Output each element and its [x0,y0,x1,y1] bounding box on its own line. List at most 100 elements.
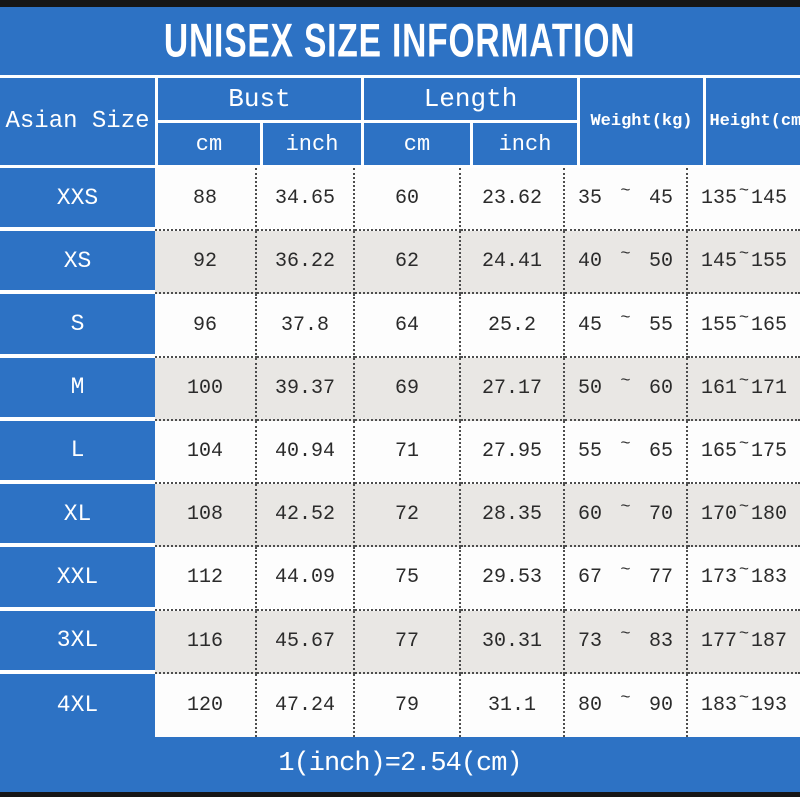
height-min: 183 [701,693,738,717]
size-label-cell: 4XL [0,673,155,737]
tilde-icon: ~ [620,434,631,454]
bust-cm-cell: 108 [155,484,257,548]
weight-max: 60 [648,376,673,400]
tilde-icon: ~ [620,624,631,644]
height-max: 193 [750,693,787,717]
weight-range-cell: 80 ~90 [565,673,688,737]
size-label-cell: XS [0,231,155,295]
height-range-cell: 183 ~193 [688,673,800,737]
weight-max: 70 [648,503,673,527]
size-label-cell: XXL [0,547,155,611]
tilde-icon: ~ [620,561,631,581]
tilde-icon: ~ [738,371,750,391]
footer-band: 1(inch)=2.54(cm) [0,736,800,792]
header-divider [0,75,800,78]
table-row: L 104 40.94 71 27.95 55 ~65 165 ~175 [0,420,800,485]
height-range-cell: 145 ~155 [688,231,800,295]
length-inch-cell: 30.31 [461,610,565,674]
length-cm-cell: 79 [355,673,461,737]
height-range-cell: 177 ~187 [688,610,800,674]
height-max: 155 [750,250,787,274]
weight-range-cell: 35 ~45 [565,168,688,232]
size-label-cell: L [0,420,155,485]
table-row: XL 108 42.52 72 28.35 60 ~70 170 ~180 [0,484,800,548]
height-range-cell: 161 ~171 [688,357,800,421]
tilde-icon: ~ [738,561,750,581]
height-min: 145 [701,250,738,274]
bust-cm-cell: 100 [155,357,257,421]
bottom-frame-bar [0,791,800,797]
weight-min: 80 [578,693,603,717]
table-row: XS 92 36.22 62 24.41 40 ~50 145 ~155 [0,231,800,295]
weight-range-cell: 73 ~83 [565,610,688,674]
bust-inch-cell: 47.24 [257,673,355,737]
tilde-icon: ~ [738,498,750,518]
header-bust-cm: cm [158,123,260,165]
length-cm-cell: 77 [355,610,461,674]
size-label-cell: 3XL [0,610,155,674]
size-label-cell: M [0,357,155,421]
length-inch-cell: 25.2 [461,294,565,358]
header-length-cm: cm [364,123,470,165]
height-max: 171 [750,376,787,400]
height-min: 161 [701,376,738,400]
bust-cm-cell: 120 [155,673,257,737]
length-inch-cell: 27.17 [461,357,565,421]
bust-inch-cell: 34.65 [257,168,355,232]
bust-inch-cell: 39.37 [257,357,355,421]
length-cm-cell: 62 [355,231,461,295]
size-label-cell: S [0,294,155,358]
weight-min: 55 [578,439,603,463]
weight-max: 50 [648,250,673,274]
header-bust-inch: inch [263,123,361,165]
height-min: 155 [701,313,738,337]
weight-min: 35 [578,187,603,211]
height-min: 173 [701,566,738,590]
height-max: 187 [750,629,787,653]
weight-max: 45 [648,187,673,211]
size-label-cell: XL [0,484,155,548]
bust-inch-cell: 37.8 [257,294,355,358]
header-height: Height(cm) [706,78,800,165]
header-length-inch: inch [473,123,577,165]
bust-cm-cell: 116 [155,610,257,674]
weight-min: 67 [578,566,603,590]
tilde-icon: ~ [620,182,631,202]
bust-inch-cell: 40.94 [257,420,355,485]
height-max: 175 [750,439,787,463]
height-max: 180 [750,503,787,527]
height-range-cell: 155 ~165 [688,294,800,358]
height-min: 177 [701,629,738,653]
weight-min: 45 [578,313,603,337]
length-inch-cell: 28.35 [461,484,565,548]
weight-range-cell: 40 ~50 [565,231,688,295]
length-cm-cell: 75 [355,547,461,611]
weight-range-cell: 45 ~55 [565,294,688,358]
top-frame-bar [0,0,800,7]
length-cm-cell: 60 [355,168,461,232]
tilde-icon: ~ [620,245,631,265]
table-row: M 100 39.37 69 27.17 50 ~60 161 ~171 [0,357,800,421]
length-inch-cell: 24.41 [461,231,565,295]
height-max: 145 [750,187,787,211]
height-max: 183 [750,566,787,590]
header-asian-size: Asian Size [0,78,155,165]
length-inch-cell: 27.95 [461,420,565,485]
tilde-icon: ~ [620,371,631,391]
weight-max: 83 [648,629,673,653]
table-row: 4XL 120 47.24 79 31.1 80 ~90 183 ~193 [0,673,800,737]
weight-range-cell: 55 ~65 [565,420,688,485]
table-row: XXS 88 34.65 60 23.62 35 ~45 135 ~145 [0,168,800,232]
size-label-cell: XXS [0,168,155,232]
bust-inch-cell: 36.22 [257,231,355,295]
bust-cm-cell: 96 [155,294,257,358]
bottom-margin [0,796,800,800]
length-inch-cell: 23.62 [461,168,565,232]
tilde-icon: ~ [738,245,750,265]
tilde-icon: ~ [738,688,750,708]
bust-inch-cell: 45.67 [257,610,355,674]
title-band: UNISEX SIZE INFORMATION [0,7,800,75]
weight-range-cell: 67 ~77 [565,547,688,611]
table-header: Asian Size Bust Length Weight(kg) Height… [0,78,800,165]
weight-min: 73 [578,629,603,653]
